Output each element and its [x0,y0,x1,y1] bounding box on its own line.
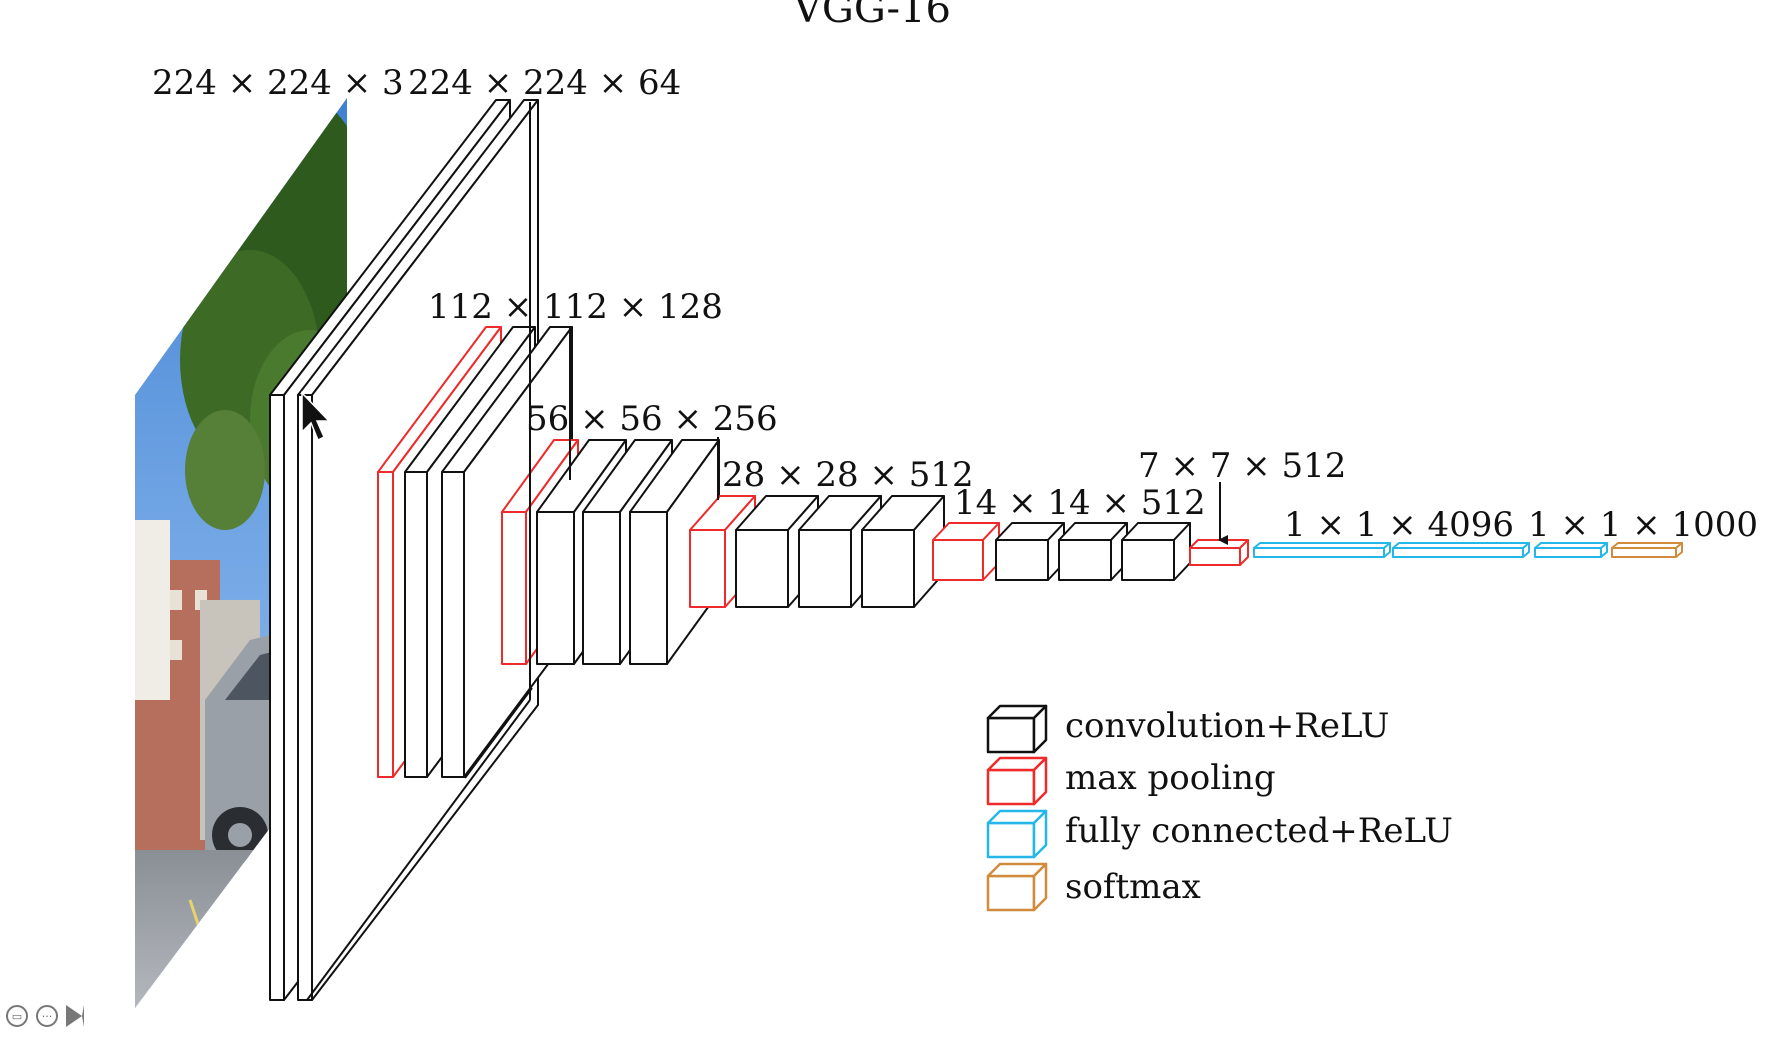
dimension-labels: 224 × 224 × 3 224 × 224 × 64 112 × 112 ×… [152,63,1758,545]
conv-block [1058,522,1128,581]
subtitle-icon[interactable]: ▭ [6,1005,28,1027]
dim-label-conv2: 112 × 112 × 128 [428,287,723,327]
fc-block [1253,542,1391,558]
dim-label-conv3: 56 × 56 × 256 [526,399,778,439]
diagram-title: VGG-16 [792,0,951,32]
legend: convolution+ReLU max pooling fully conne… [986,704,1453,912]
legend-icon-conv [986,704,1048,754]
dim-label-conv4: 28 × 28 × 512 [722,455,974,495]
slide-controls: ▭ ··· [6,1005,84,1027]
layer-blocks [269,99,1683,1001]
legend-icon-pool [986,756,1048,806]
legend-label-pool: max pooling [1065,758,1276,798]
conv-block [995,522,1065,581]
dim-label-conv1: 224 × 224 × 64 [408,63,681,103]
input-image [135,98,347,1008]
legend-icon-softmax [986,862,1048,912]
connector-line [464,687,533,779]
more-options-icon[interactable]: ··· [36,1005,58,1027]
legend-icon-fc [986,809,1048,859]
next-slide-icon[interactable] [66,1005,84,1027]
legend-label-fc: fully connected+ReLU [1065,811,1453,851]
conv-block [1121,522,1191,581]
dim-label-fc: 1 × 1 × 4096 [1284,505,1514,545]
dim-label-pool5: 7 × 7 × 512 [1138,446,1346,486]
legend-label-softmax: softmax [1065,867,1201,907]
fc-block [1392,542,1530,558]
dim-label-input: 224 × 224 × 3 [152,63,404,103]
mouse-pointer-icon [301,391,331,442]
dim-label-conv5: 14 × 14 × 512 [954,483,1206,523]
fc-block [1534,542,1608,558]
legend-label-conv: convolution+ReLU [1065,706,1389,746]
softmax-block [1611,542,1683,558]
connector-line [306,699,531,1001]
dim-label-softmax: 1 × 1 × 1000 [1528,505,1758,545]
pool-block [932,522,1000,581]
pool-block [1189,539,1249,566]
connection-lines [306,102,719,1001]
